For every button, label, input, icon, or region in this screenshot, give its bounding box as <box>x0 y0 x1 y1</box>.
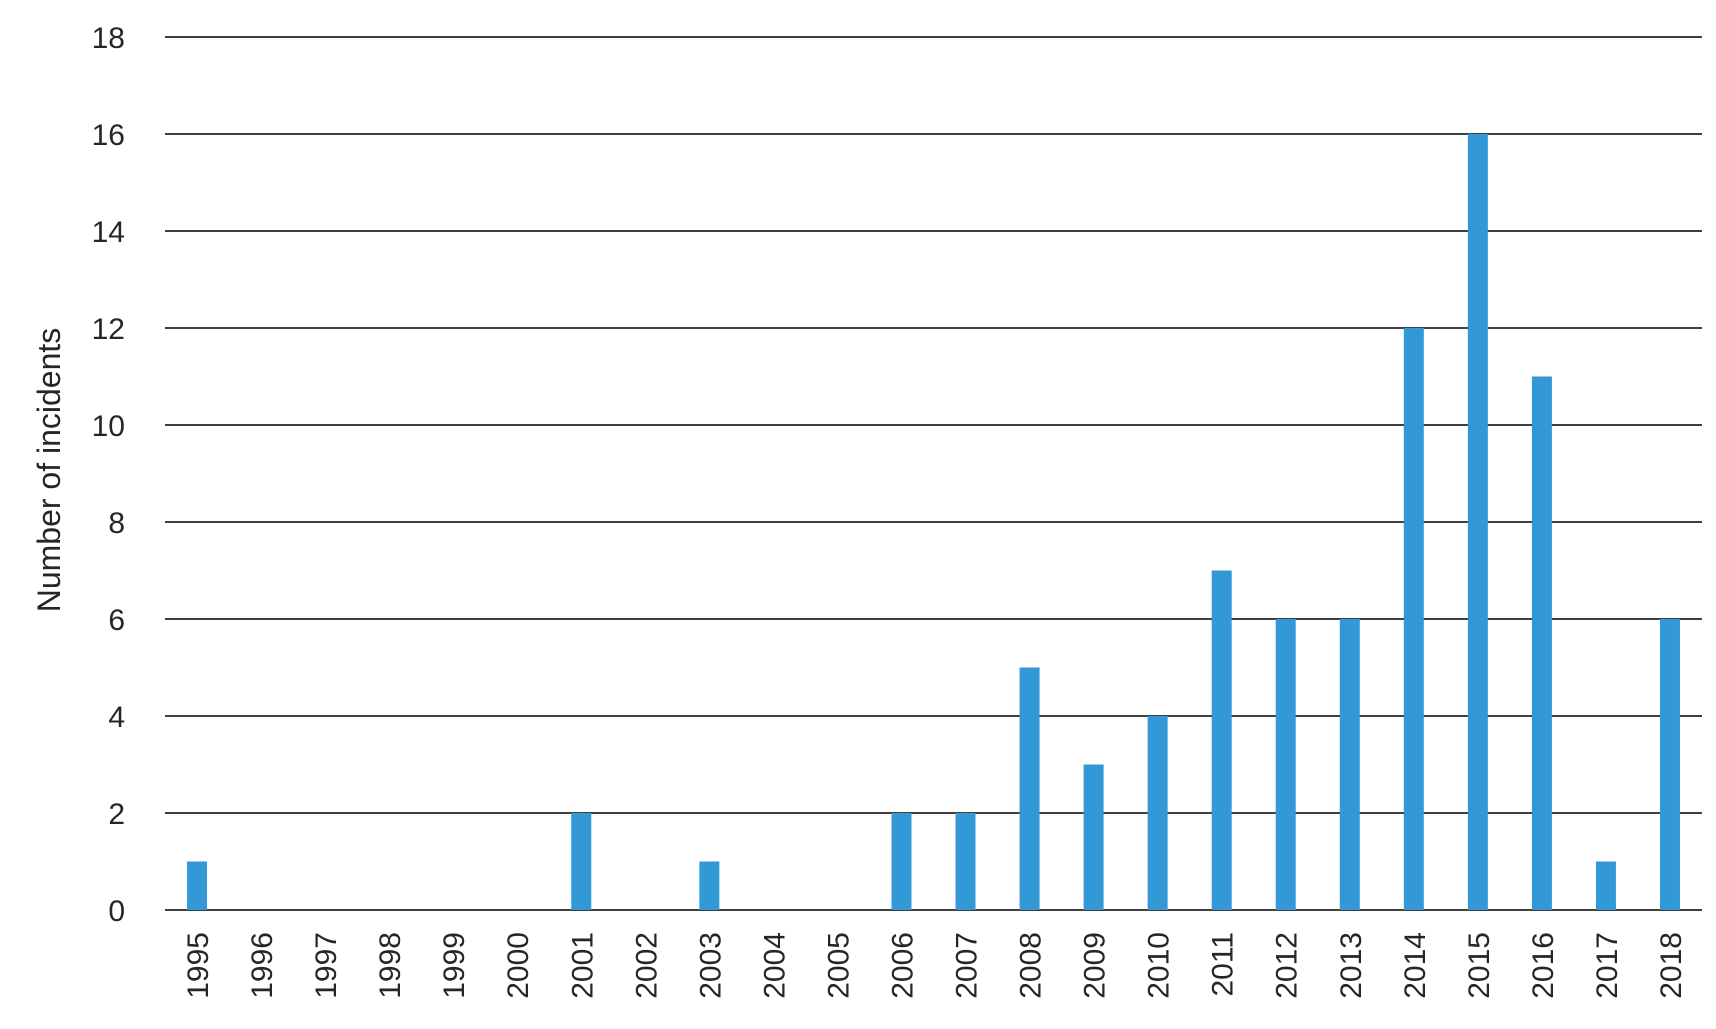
x-tick-label: 1999 <box>438 932 471 999</box>
x-tick-label: 2014 <box>1399 932 1432 999</box>
x-tick-label: 2011 <box>1207 932 1240 997</box>
x-tick-label: 2013 <box>1335 932 1368 999</box>
y-tick-label: 18 <box>92 22 125 55</box>
y-tick-label: 6 <box>108 604 125 637</box>
x-tick-label: 2008 <box>1015 932 1048 999</box>
x-tick-label: 2007 <box>951 932 984 999</box>
gridlines <box>165 36 1702 911</box>
x-axis-tick-labels: 1995 1996 1997 1998 1999 2000 2001 2002 2003 2004… <box>182 932 1688 999</box>
x-tick-label: 2012 <box>1271 932 1304 999</box>
bar-2014 <box>1403 328 1424 910</box>
bar-2006 <box>891 813 912 910</box>
bar-2016 <box>1531 376 1552 910</box>
y-tick-label: 10 <box>92 410 125 443</box>
bar-2018 <box>1659 619 1680 910</box>
x-tick-label: 1995 <box>182 932 215 999</box>
y-tick-label: 0 <box>108 895 125 928</box>
bar-2012 <box>1275 619 1296 910</box>
x-tick-label: 2009 <box>1079 932 1112 999</box>
y-tick-label: 16 <box>92 119 125 152</box>
x-tick-label: 2003 <box>694 932 727 999</box>
y-tick-label: 12 <box>92 313 125 346</box>
x-tick-label: 2018 <box>1655 932 1688 999</box>
bar-2007 <box>955 813 976 910</box>
y-tick-label: 2 <box>108 798 125 831</box>
bar-2003 <box>699 861 720 910</box>
x-tick-label: 2001 <box>566 932 599 999</box>
bar-2015 <box>1467 134 1488 910</box>
x-tick-label: 1998 <box>374 932 407 999</box>
x-tick-label: 2002 <box>630 932 663 999</box>
x-tick-label: 2015 <box>1463 932 1496 999</box>
bar-2013 <box>1339 619 1360 910</box>
y-axis-title: Number of incidents <box>31 328 67 613</box>
bar-1995 <box>187 861 208 910</box>
bar-2001 <box>571 813 592 910</box>
bar-2009 <box>1083 764 1104 910</box>
y-axis-tick-labels: 0 2 4 6 8 10 12 14 16 18 <box>92 22 125 928</box>
x-tick-label: 2010 <box>1143 932 1176 999</box>
y-tick-label: 14 <box>92 216 125 249</box>
y-tick-label: 8 <box>108 507 125 540</box>
y-tick-label: 4 <box>108 701 125 734</box>
x-tick-label: 1996 <box>246 932 279 999</box>
x-tick-label: 2006 <box>886 932 919 999</box>
x-tick-label: 2016 <box>1527 932 1560 999</box>
x-tick-label: 2000 <box>502 932 535 999</box>
x-tick-label: 1997 <box>310 932 343 999</box>
x-tick-label: 2017 <box>1591 932 1624 999</box>
bar-2010 <box>1147 716 1168 910</box>
bars <box>187 134 1680 910</box>
bar-2017 <box>1595 861 1616 910</box>
bar-2011 <box>1211 570 1232 910</box>
x-tick-label: 2004 <box>758 932 791 999</box>
x-tick-label: 2005 <box>822 932 855 999</box>
bar-2008 <box>1019 667 1040 910</box>
